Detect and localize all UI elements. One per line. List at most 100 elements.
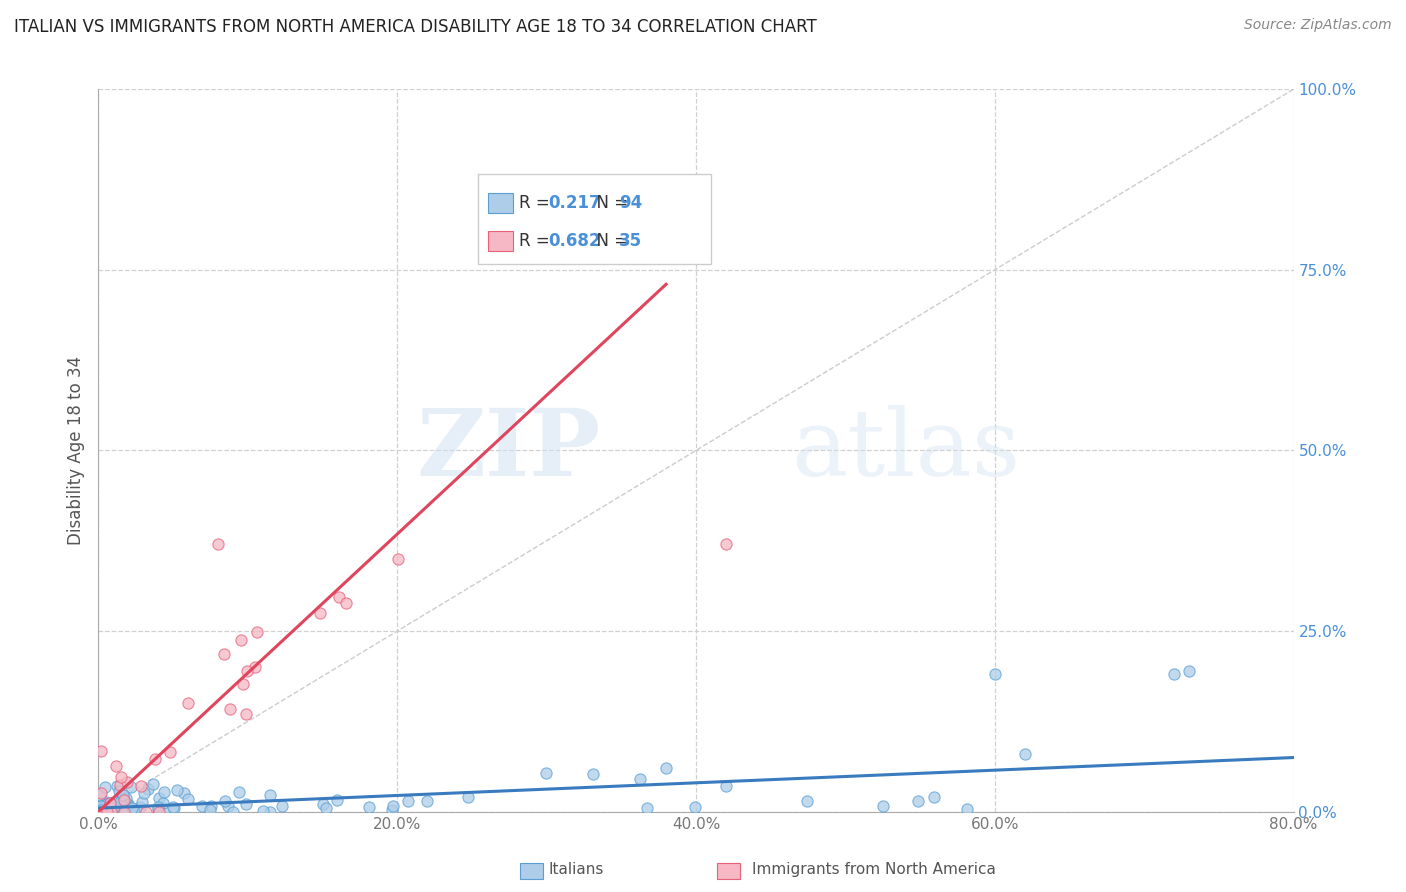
Point <box>94 780 117 794</box>
Text: 35: 35 <box>619 232 641 250</box>
Point <box>143 752 166 766</box>
Point <box>89 803 111 817</box>
Point <box>129 799 152 814</box>
Point <box>308 607 330 621</box>
Point <box>1014 747 1036 761</box>
Point <box>115 797 138 811</box>
Point <box>214 794 236 808</box>
Point <box>714 537 737 551</box>
Point <box>163 801 186 815</box>
Point <box>235 707 257 722</box>
Point <box>124 804 146 818</box>
Point <box>121 801 143 815</box>
Point <box>198 803 221 817</box>
Point <box>956 802 979 816</box>
Point <box>246 624 269 639</box>
Point <box>326 793 349 807</box>
Point <box>315 800 337 814</box>
Point <box>112 805 135 819</box>
Point <box>101 804 124 818</box>
Point <box>132 786 155 800</box>
Point <box>232 677 254 691</box>
Point <box>148 790 170 805</box>
Point <box>129 780 152 794</box>
Point <box>115 803 138 817</box>
Point <box>381 803 404 817</box>
Point <box>89 799 111 814</box>
Point <box>217 799 239 814</box>
Point <box>415 794 437 808</box>
Point <box>387 551 409 566</box>
Text: 0.682: 0.682 <box>548 232 600 250</box>
Point <box>396 794 419 808</box>
Point <box>177 696 200 710</box>
Point <box>103 800 125 814</box>
Point <box>114 796 136 810</box>
Point <box>89 803 111 817</box>
Text: R =: R = <box>519 194 555 212</box>
Point <box>229 632 252 647</box>
Point <box>135 805 157 819</box>
Point <box>98 796 121 810</box>
Point <box>96 797 118 811</box>
Point <box>142 777 165 791</box>
Text: Source: ZipAtlas.com: Source: ZipAtlas.com <box>1244 18 1392 32</box>
Point <box>112 793 135 807</box>
Point <box>120 780 142 794</box>
Point <box>148 805 170 819</box>
Point <box>228 785 250 799</box>
Point <box>90 744 112 758</box>
Text: atlas: atlas <box>792 406 1021 495</box>
Point <box>105 780 128 794</box>
Point <box>105 800 128 814</box>
Point <box>111 801 134 815</box>
Point <box>271 799 294 814</box>
Point <box>110 770 132 784</box>
Point <box>922 789 945 804</box>
Point <box>582 767 605 781</box>
Point <box>457 790 479 805</box>
Point <box>177 791 200 805</box>
Point <box>311 797 333 811</box>
Point <box>207 537 229 551</box>
Point <box>103 797 125 811</box>
Point <box>90 805 112 819</box>
Point <box>91 800 114 814</box>
Point <box>191 798 214 813</box>
Point <box>222 805 245 819</box>
Point <box>872 798 894 813</box>
Point <box>200 798 222 813</box>
Point <box>90 798 112 813</box>
Point <box>117 775 139 789</box>
Text: N =: N = <box>586 232 634 250</box>
Point <box>89 803 111 817</box>
Point <box>105 759 128 773</box>
Point <box>89 796 111 810</box>
Point <box>96 795 118 809</box>
Point <box>90 786 112 800</box>
Point <box>714 780 737 794</box>
Point <box>117 797 139 811</box>
Point <box>152 785 174 799</box>
Point <box>159 745 181 759</box>
Point <box>381 799 404 814</box>
Point <box>328 590 350 604</box>
Point <box>628 772 651 787</box>
Point <box>907 794 929 808</box>
Point <box>984 667 1007 681</box>
Text: N =: N = <box>586 194 634 212</box>
Point <box>111 805 134 819</box>
Point <box>146 800 169 814</box>
Point <box>110 800 132 814</box>
Point <box>98 796 121 810</box>
Point <box>236 665 259 679</box>
Point <box>166 782 188 797</box>
Point <box>259 805 281 819</box>
Text: Immigrants from North America: Immigrants from North America <box>752 863 995 877</box>
Point <box>636 801 658 815</box>
Point <box>162 800 184 814</box>
Point <box>94 797 117 812</box>
Point <box>104 795 127 809</box>
Text: ZIP: ZIP <box>416 406 600 495</box>
Point <box>152 796 174 810</box>
